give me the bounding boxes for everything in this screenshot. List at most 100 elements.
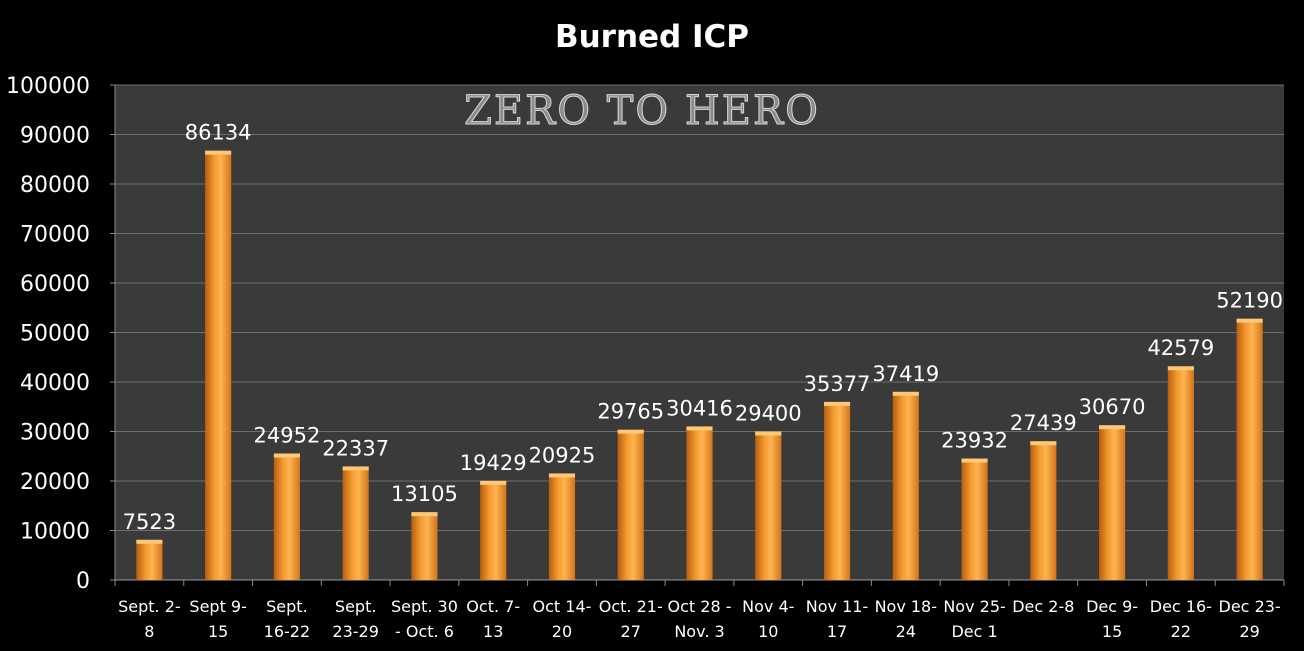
x-tick-label-line: 15 bbox=[208, 622, 228, 641]
x-tick-label: Oct 14- 20 bbox=[533, 597, 592, 641]
bar bbox=[755, 434, 782, 580]
bar-top-cap bbox=[548, 473, 576, 478]
bar bbox=[1167, 369, 1194, 580]
bar-top-cap bbox=[1030, 441, 1057, 446]
bar-data-label: 24952 bbox=[254, 423, 321, 447]
y-tick-label: 20000 bbox=[20, 470, 90, 495]
x-tick-label-line: 27 bbox=[621, 622, 641, 641]
x-tick-label-line: 29 bbox=[1239, 622, 1259, 641]
x-tick-label: Dec 23- 29 bbox=[1219, 597, 1281, 641]
x-tick-label-line: 24 bbox=[896, 622, 916, 641]
bar-data-label: 19429 bbox=[460, 451, 527, 475]
x-tick-label-line: Nov 25- bbox=[943, 597, 1005, 616]
x-tick-label: Sept 9- 15 bbox=[189, 597, 246, 641]
bar-data-label: 52190 bbox=[1216, 289, 1283, 313]
y-tick-label: 70000 bbox=[20, 223, 90, 248]
bar-data-label: 86134 bbox=[185, 121, 252, 145]
x-tick-label: Sept. 23-29 bbox=[332, 597, 379, 641]
x-tick-label: Sept. 2- 8 bbox=[118, 597, 181, 641]
bar-top-cap bbox=[823, 401, 851, 406]
x-tick-label-line: Nov. 3 bbox=[674, 622, 724, 641]
y-tick-label: 10000 bbox=[20, 520, 90, 545]
bar bbox=[480, 483, 507, 580]
x-tick-label-line: Nov 18- bbox=[875, 597, 937, 616]
bar-data-label: 29765 bbox=[597, 400, 664, 424]
y-tick-label: 40000 bbox=[20, 371, 90, 396]
x-tick-label-line: Oct 14- bbox=[533, 597, 592, 616]
bar-data-label: 23932 bbox=[941, 429, 1008, 453]
x-tick-label-line: 16-22 bbox=[264, 622, 311, 641]
x-tick-label: Dec 2-8 bbox=[1012, 597, 1074, 616]
x-tick-label: Sept. 16-22 bbox=[264, 597, 311, 641]
bar bbox=[273, 456, 300, 580]
bar bbox=[686, 429, 713, 580]
x-tick-label: Oct. 21- 27 bbox=[599, 597, 663, 641]
y-tick-label: 100000 bbox=[6, 74, 90, 99]
x-tick-label-line: Nov 11- bbox=[806, 597, 868, 616]
x-tick-label-line: Sept. 2- bbox=[118, 597, 181, 616]
bar-data-label: 30416 bbox=[666, 396, 733, 420]
x-tick-label-line: 23-29 bbox=[332, 622, 379, 641]
bar-data-label: 35377 bbox=[804, 372, 871, 396]
bar-top-cap bbox=[136, 539, 163, 544]
bar-top-cap bbox=[892, 391, 919, 396]
bar-top-cap bbox=[755, 431, 782, 436]
x-tick-label: Oct. 7- 13 bbox=[466, 597, 520, 641]
bar-top-cap bbox=[480, 480, 507, 485]
bar bbox=[136, 542, 163, 580]
x-tick-label: Nov 11- 17 bbox=[806, 597, 868, 641]
y-tick-label: 60000 bbox=[20, 272, 90, 297]
x-tick-label-line: Dec 1 bbox=[951, 622, 997, 641]
bar-series bbox=[136, 150, 1263, 580]
bar-data-label: 37419 bbox=[872, 362, 939, 386]
bar-data-label: 42579 bbox=[1147, 336, 1214, 360]
bar-data-label: 29400 bbox=[735, 401, 802, 425]
x-tick-label-line: Sept. bbox=[335, 597, 377, 616]
bar bbox=[1099, 428, 1126, 580]
bar-top-cap bbox=[1099, 425, 1126, 430]
bar bbox=[411, 515, 438, 580]
x-tick-label-line: Oct 28 - bbox=[668, 597, 732, 616]
x-tick-label-line: Dec 9- bbox=[1086, 597, 1138, 616]
x-tick-label: Oct 28 - Nov. 3 bbox=[668, 597, 732, 641]
x-tick-label-line: Oct. 21- bbox=[599, 597, 663, 616]
bar-data-label: 7523 bbox=[123, 510, 176, 534]
x-tick-label-line: 8 bbox=[144, 622, 154, 641]
bar-top-cap bbox=[342, 466, 369, 471]
x-tick-label-line: 13 bbox=[483, 622, 503, 641]
bar bbox=[205, 153, 232, 580]
bar bbox=[342, 469, 369, 580]
bar-data-label: 13105 bbox=[391, 482, 458, 506]
x-tick-label-line: 22 bbox=[1171, 622, 1191, 641]
x-tick-label-line: 17 bbox=[827, 622, 847, 641]
chart-title: Burned ICP bbox=[555, 19, 749, 55]
bar-top-cap bbox=[411, 512, 438, 517]
watermark-text: ZERO TO HERO bbox=[464, 88, 820, 134]
x-tick-label-line: Sept. 30 bbox=[391, 597, 458, 616]
x-tick-label-line: Dec 16- bbox=[1150, 597, 1212, 616]
x-tick-label: Nov 18- 24 bbox=[875, 597, 937, 641]
x-tick-label: Nov 4- 10 bbox=[742, 597, 794, 641]
bar-top-cap bbox=[686, 426, 713, 431]
bar-data-label: 30670 bbox=[1079, 395, 1146, 419]
x-tick-label: Dec 9- 15 bbox=[1086, 597, 1138, 641]
bar bbox=[892, 394, 919, 580]
bar bbox=[617, 432, 644, 580]
x-tick-label: Nov 25- Dec 1 bbox=[943, 597, 1005, 641]
bar-data-label: 27439 bbox=[1010, 411, 1077, 435]
bar-top-cap bbox=[961, 458, 988, 463]
x-tick-label-line: Dec 2-8 bbox=[1012, 597, 1074, 616]
bar-top-cap bbox=[617, 429, 644, 434]
x-tick-label-line: - Oct. 6 bbox=[395, 622, 454, 641]
bar bbox=[823, 404, 851, 580]
bar-top-cap bbox=[1236, 318, 1263, 323]
y-tick-label: 30000 bbox=[20, 421, 90, 446]
bar-top-cap bbox=[273, 453, 300, 458]
bar-top-cap bbox=[205, 150, 232, 155]
y-tick-label: 0 bbox=[76, 569, 90, 594]
x-tick-label-line: 20 bbox=[552, 622, 572, 641]
